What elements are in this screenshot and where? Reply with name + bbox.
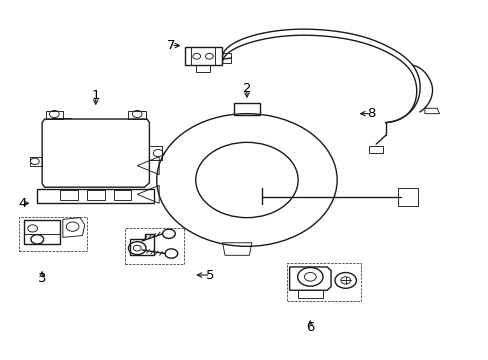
Text: 4: 4 [19,197,27,210]
Text: 6: 6 [305,320,314,333]
Text: 2: 2 [242,82,251,95]
Text: 3: 3 [38,272,46,285]
Text: 1: 1 [91,89,100,102]
Text: 7: 7 [167,39,175,52]
Text: 5: 5 [206,269,214,282]
Text: 8: 8 [366,107,375,120]
